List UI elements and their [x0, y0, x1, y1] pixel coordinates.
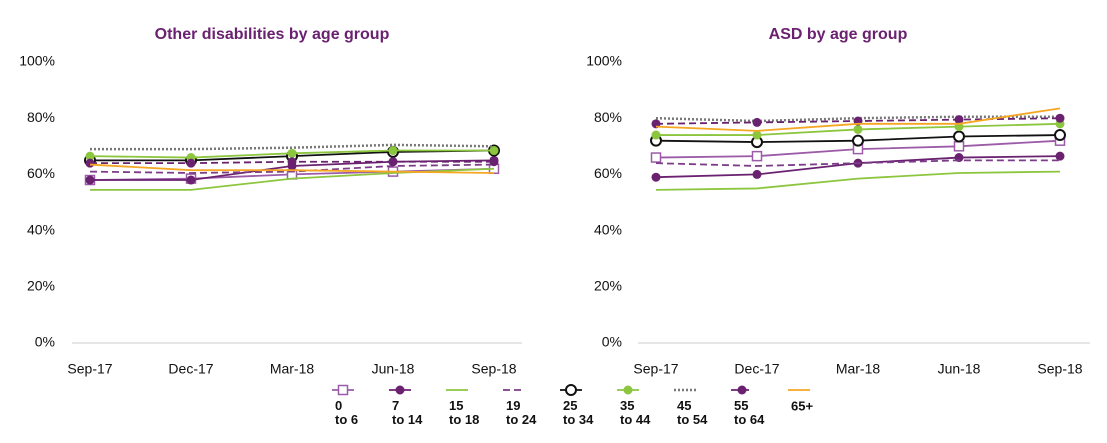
legend-item: 65+: [788, 389, 813, 413]
x-tick-label: Dec-17: [734, 361, 779, 377]
marker: [752, 117, 762, 127]
legend-label: 15 to 18: [449, 398, 479, 427]
series: [655, 115, 1060, 123]
marker: [1054, 129, 1066, 142]
marker: [1055, 151, 1065, 161]
marker: [852, 134, 864, 147]
x-tick-label: Dec-17: [168, 361, 213, 377]
series: [85, 146, 499, 163]
legend-item: 35 to 44: [617, 385, 651, 427]
marker: [489, 146, 499, 156]
legend-label: 35 to 44: [620, 398, 651, 427]
marker: [565, 384, 577, 396]
series: [655, 170, 1061, 191]
marker: [752, 169, 762, 179]
marker: [953, 130, 965, 143]
marker: [1055, 113, 1065, 123]
legend-label: 25 to 34: [563, 398, 594, 427]
y-tick-label: 100%: [19, 53, 55, 69]
marker: [388, 146, 398, 156]
marker: [186, 158, 196, 168]
marker: [186, 175, 196, 185]
y-tick-label: 0%: [602, 334, 622, 350]
legend-item: 0 to 6: [332, 384, 358, 427]
legend-item: 55 to 64: [731, 385, 765, 427]
marker: [751, 150, 763, 162]
y-tick-label: 80%: [594, 109, 622, 125]
series-line: [89, 163, 495, 174]
x-tick-label: Mar-18: [270, 361, 315, 377]
x-tick-label: Sep-17: [633, 361, 678, 377]
legend-item: 19 to 24: [503, 389, 537, 427]
marker: [651, 172, 661, 182]
series: [655, 159, 1060, 167]
marker: [489, 157, 499, 167]
x-tick-label: Sep-18: [471, 361, 516, 377]
legend-label: 65+: [791, 398, 813, 413]
marker: [395, 385, 405, 395]
y-tick-label: 60%: [594, 165, 622, 181]
series-line: [655, 170, 1061, 191]
marker: [85, 151, 95, 161]
x-tick-label: Jun-18: [938, 361, 981, 377]
x-tick-label: Jun-18: [372, 361, 415, 377]
series-line: [655, 107, 1061, 132]
y-tick-label: 80%: [27, 109, 55, 125]
y-tick-label: 60%: [27, 165, 55, 181]
x-tick-label: Mar-18: [836, 361, 881, 377]
marker: [954, 115, 964, 125]
marker: [953, 141, 965, 152]
marker: [287, 148, 297, 158]
legend-label: 45 to 54: [677, 398, 708, 427]
legend-label: 19 to 24: [506, 398, 537, 427]
legend-item: 25 to 34: [560, 384, 594, 427]
y-tick-label: 20%: [594, 278, 622, 294]
series-line: [90, 143, 495, 151]
marker: [737, 385, 747, 395]
marker: [650, 152, 662, 163]
series: [89, 163, 495, 174]
series: [650, 129, 1066, 149]
series: [89, 163, 495, 174]
chart-title: Other disabilities by age group: [155, 26, 390, 43]
y-tick-label: 40%: [594, 221, 622, 237]
series-line: [89, 163, 495, 174]
legend-label: 7 to 14: [392, 398, 423, 427]
legend-item: 7 to 14: [389, 385, 423, 427]
legend-item: 15 to 18: [446, 389, 479, 427]
y-tick-label: 100%: [586, 53, 622, 69]
marker: [651, 130, 661, 140]
y-tick-label: 40%: [27, 221, 55, 237]
chart-title: ASD by age group: [769, 26, 908, 43]
legend-label: 0 to 6: [335, 398, 358, 427]
series: [90, 143, 495, 151]
legend-label: 55 to 64: [734, 398, 765, 427]
marker: [623, 385, 633, 395]
y-tick-label: 20%: [27, 278, 55, 294]
x-tick-label: Sep-17: [67, 361, 112, 377]
series: [655, 107, 1061, 132]
marker: [752, 130, 762, 140]
marker: [388, 157, 398, 167]
x-tick-label: Sep-18: [1037, 361, 1082, 377]
marker: [337, 384, 349, 396]
marker: [85, 158, 95, 168]
marker: [287, 157, 297, 167]
marker: [85, 175, 95, 185]
series-line: [655, 115, 1060, 123]
y-tick-label: 0%: [35, 334, 55, 350]
legend-item: 45 to 54: [674, 388, 708, 427]
marker: [853, 124, 863, 134]
series-line: [655, 159, 1060, 167]
